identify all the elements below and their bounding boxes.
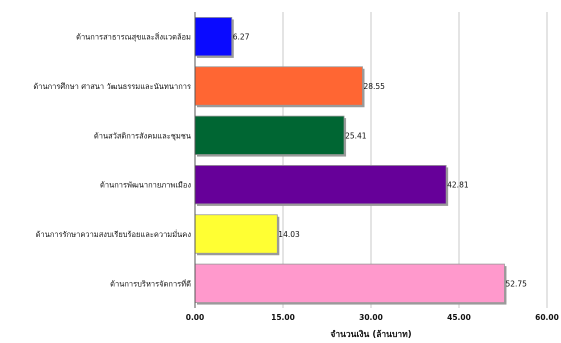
data-label: 25.41 <box>345 131 367 140</box>
bar <box>194 165 447 205</box>
x-tick-label: 0.00 <box>186 313 205 322</box>
bar <box>194 66 363 106</box>
data-label: 42.81 <box>447 181 469 190</box>
category-labels: ด้านการสาธารณสุขและสิ่งแวดล้อมด้านการศึก… <box>33 32 191 289</box>
category-label: ด้านการศึกษา ศาสนา วัฒนธรรมและนันทนาการ <box>33 82 191 91</box>
category-label: ด้านสวัสดิการสังคมและชุมชน <box>94 131 191 140</box>
x-tick-label: 30.00 <box>359 313 383 322</box>
category-label: ด้านการพัฒนากายภาพเมือง <box>100 181 191 190</box>
data-label: 6.27 <box>233 33 250 42</box>
data-label: 28.55 <box>363 82 385 91</box>
x-tick-label: 15.00 <box>271 313 295 322</box>
x-tick-label: 60.00 <box>535 313 559 322</box>
bar <box>194 115 345 155</box>
value-labels: 6.27 28.55 25.41 42.81 14.03 52.75 <box>233 33 527 289</box>
category-label: ด้านการรักษาความสงบเรียบร้อยและความมั่นค… <box>36 229 192 239</box>
category-label: ด้านการสาธารณสุขและสิ่งแวดล้อม <box>76 32 191 42</box>
x-tick-label: 45.00 <box>447 313 471 322</box>
bar <box>194 263 505 303</box>
gridlines <box>282 12 548 308</box>
data-label: 14.03 <box>278 230 300 239</box>
x-tick-labels: 0.00 15.00 30.00 45.00 60.00 <box>186 313 559 322</box>
category-label: ด้านการบริหารจัดการที่ดี <box>110 278 191 288</box>
bar <box>194 17 233 57</box>
bar <box>194 214 278 254</box>
bars <box>194 17 507 305</box>
x-axis-title: จำนวนเงิน (ล้านบาท) <box>330 329 411 340</box>
data-label: 52.75 <box>505 279 527 288</box>
